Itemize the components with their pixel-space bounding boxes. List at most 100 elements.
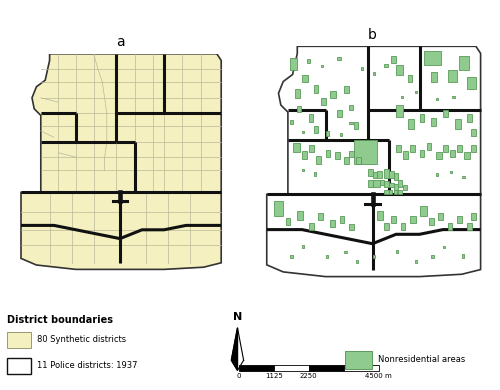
Bar bbox=[471, 129, 476, 136]
Text: 4500 m: 4500 m bbox=[366, 372, 392, 379]
Bar bbox=[471, 145, 476, 152]
Bar bbox=[466, 114, 472, 122]
Bar bbox=[384, 168, 389, 178]
Bar bbox=[340, 216, 344, 223]
Bar bbox=[424, 51, 440, 65]
Bar bbox=[457, 216, 462, 223]
Bar bbox=[394, 190, 397, 194]
Bar bbox=[372, 180, 380, 187]
Bar bbox=[389, 183, 394, 187]
Bar bbox=[295, 89, 300, 98]
Bar bbox=[455, 119, 460, 129]
Bar bbox=[438, 213, 443, 220]
Bar bbox=[457, 145, 462, 152]
Text: Nonresidential areas: Nonresidential areas bbox=[378, 355, 465, 364]
Polygon shape bbox=[232, 328, 237, 370]
Bar bbox=[368, 168, 372, 176]
Bar bbox=[7, 332, 31, 348]
Bar bbox=[466, 77, 476, 89]
Bar bbox=[330, 91, 336, 98]
Text: N: N bbox=[233, 312, 242, 322]
Polygon shape bbox=[238, 328, 244, 370]
Bar bbox=[309, 365, 344, 370]
Text: 80 Synthetic districts: 80 Synthetic districts bbox=[37, 335, 126, 344]
Bar bbox=[309, 145, 314, 152]
Text: b: b bbox=[368, 28, 377, 42]
Bar bbox=[344, 365, 379, 370]
Bar bbox=[274, 365, 309, 370]
Bar bbox=[448, 70, 457, 82]
Bar bbox=[394, 173, 398, 180]
Bar bbox=[321, 65, 323, 67]
Bar bbox=[415, 260, 417, 262]
Bar bbox=[314, 126, 318, 133]
Bar bbox=[398, 190, 402, 194]
Bar bbox=[302, 245, 304, 248]
Bar bbox=[372, 255, 375, 258]
Bar bbox=[377, 171, 382, 178]
Bar bbox=[344, 351, 372, 369]
Bar bbox=[344, 157, 349, 164]
Bar bbox=[302, 151, 306, 159]
Bar bbox=[306, 59, 310, 63]
Bar bbox=[314, 85, 318, 93]
Bar bbox=[420, 150, 424, 157]
Bar bbox=[443, 145, 448, 152]
Bar bbox=[389, 171, 394, 178]
Bar bbox=[368, 180, 372, 187]
Bar bbox=[302, 131, 304, 133]
Bar bbox=[290, 58, 298, 70]
Bar bbox=[462, 176, 466, 178]
Bar bbox=[298, 211, 303, 220]
Bar bbox=[408, 74, 412, 82]
Bar bbox=[450, 171, 452, 173]
Text: 0: 0 bbox=[236, 372, 241, 379]
Bar bbox=[415, 91, 417, 93]
Bar bbox=[239, 365, 274, 370]
Bar bbox=[380, 180, 384, 185]
Bar bbox=[384, 181, 389, 187]
Text: District boundaries: District boundaries bbox=[7, 315, 113, 325]
Bar bbox=[302, 168, 304, 171]
Bar bbox=[302, 74, 308, 82]
Bar bbox=[403, 185, 406, 190]
Bar bbox=[7, 358, 31, 374]
Bar bbox=[436, 173, 438, 176]
Bar bbox=[361, 67, 363, 70]
Bar bbox=[460, 56, 469, 70]
Bar bbox=[274, 201, 283, 216]
Bar bbox=[349, 224, 354, 230]
Bar bbox=[471, 213, 476, 220]
Bar bbox=[326, 131, 329, 136]
Bar bbox=[464, 152, 470, 159]
Bar bbox=[392, 56, 396, 63]
Bar bbox=[394, 184, 398, 190]
Bar bbox=[321, 98, 326, 105]
Bar bbox=[426, 143, 431, 150]
Bar bbox=[384, 190, 389, 194]
Bar bbox=[403, 151, 408, 159]
Bar bbox=[408, 119, 414, 129]
Polygon shape bbox=[267, 46, 480, 277]
Bar bbox=[389, 190, 392, 194]
Bar bbox=[372, 172, 377, 178]
Bar bbox=[326, 150, 330, 157]
Bar bbox=[436, 152, 442, 159]
Bar bbox=[431, 72, 437, 82]
Bar bbox=[354, 122, 358, 129]
Bar bbox=[349, 151, 354, 157]
Bar bbox=[356, 157, 361, 164]
Polygon shape bbox=[21, 54, 221, 269]
Bar bbox=[420, 206, 426, 216]
Bar bbox=[443, 246, 446, 248]
Text: 2250: 2250 bbox=[300, 372, 318, 379]
Bar bbox=[443, 110, 448, 117]
Bar bbox=[392, 216, 396, 223]
Bar bbox=[316, 156, 321, 164]
Bar bbox=[314, 172, 316, 176]
Bar bbox=[384, 64, 388, 67]
Bar bbox=[349, 105, 352, 110]
Bar bbox=[344, 251, 346, 253]
Bar bbox=[298, 106, 301, 112]
Bar bbox=[292, 143, 300, 152]
